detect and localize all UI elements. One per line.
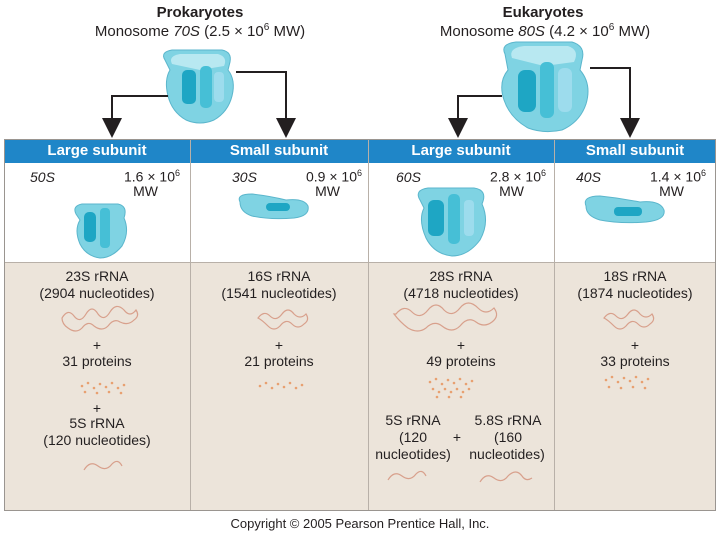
plus-sign: + — [92, 400, 102, 416]
rrna-strand-16s — [257, 309, 309, 330]
rrna-name-5-8s: 5.8S rRNA — [474, 412, 542, 428]
mw-value-30s: 0.9 × 106 MW — [305, 168, 362, 199]
mw-value-50s: 1.6 × 106 MW — [123, 168, 180, 199]
rrna-name-28s: 28S rRNA — [429, 268, 493, 284]
s-value-40s: 40S — [576, 169, 601, 185]
plus-sign: + — [452, 429, 462, 445]
col-divider-2 — [368, 139, 369, 511]
rrna-name-23s: 23S rRNA — [65, 268, 129, 284]
rrna-nt-5-8s-line2: nucleotides) — [469, 446, 545, 462]
col-title-large-euk: Large subunit — [411, 142, 511, 159]
protein-dots-21 — [258, 381, 304, 390]
subunit-illustrations — [74, 187, 665, 259]
arrow-to-large-euk — [448, 95, 502, 138]
s-value-30s: 30S — [232, 169, 257, 185]
col-title-small-prok: Small subunit — [229, 142, 329, 159]
monosome-70s-icon — [163, 49, 234, 124]
plus-sign: + — [456, 337, 466, 353]
copyright-notice: Copyright © 2005 Pearson Prentice Hall, … — [230, 516, 490, 531]
rrna-strand-5s-euk — [387, 470, 427, 481]
rrna-strand-18s — [603, 309, 655, 330]
rrna-nt-5-8s-line1: (160 — [493, 429, 523, 445]
rrna-name-16s: 16S rRNA — [247, 268, 311, 284]
rrna-nt-5s-euk-line1: (120 — [398, 429, 428, 445]
rrna-strand-5-8s — [479, 471, 533, 483]
rrna-nt-18s: (1874 nucleotides) — [577, 285, 693, 301]
rrna-strand-23s — [61, 305, 139, 332]
monosome-s-value: 70S — [173, 23, 200, 40]
rrna-strand-5s — [83, 460, 123, 471]
large-subunit-60s-icon — [417, 187, 486, 257]
rrna-strand-28s — [392, 302, 498, 332]
monosome-80s-icon — [501, 41, 589, 133]
arrow-to-large-prok — [102, 95, 168, 138]
rrna-name-5s: 5S rRNA — [69, 415, 125, 431]
rrna-nt-5s-euk-line2: nucleotides) — [375, 446, 451, 462]
proteins-21: 21 proteins — [244, 353, 314, 369]
protein-dots-31 — [80, 381, 126, 395]
rrna-nt-16s: (1541 nucleotides) — [221, 285, 337, 301]
large-subunit-50s-icon — [74, 203, 128, 259]
table-frame — [4, 139, 716, 511]
proteins-49: 49 proteins — [426, 353, 496, 369]
eukaryotes-title: Eukaryotes — [502, 4, 584, 21]
monosome-word: Monosome — [94, 23, 174, 40]
prokaryotes-title: Prokaryotes — [156, 4, 244, 21]
col-title-small-euk: Small subunit — [585, 142, 685, 159]
arrow-to-small-euk — [590, 67, 640, 138]
rrna-nt-5s: (120 nucleotides) — [43, 432, 151, 448]
col-title-large-prok: Large subunit — [47, 142, 147, 159]
monosome-mw-a: (2.5 × 10 — [204, 23, 264, 40]
protein-dots-49 — [428, 377, 474, 399]
rrna-name-18s: 18S rRNA — [603, 268, 667, 284]
protein-dots-33 — [604, 375, 650, 390]
eukaryotes-monosome-label: Monosome 80S (4.2 × 106 MW) — [400, 22, 690, 40]
monosome-s-value: 80S — [518, 23, 545, 40]
plus-sign: + — [274, 337, 284, 353]
monosome-word: Monosome — [439, 23, 519, 40]
monosome-mw-b: MW) — [269, 23, 306, 40]
col-divider-1 — [190, 139, 191, 511]
rrna-name-5s-euk: 5S rRNA — [385, 412, 441, 428]
monosome-mw-a: (4.2 × 10 — [549, 23, 609, 40]
composition-band — [4, 262, 716, 511]
mw-value-40s: 1.4 × 106 MW — [649, 168, 706, 199]
row-divider — [4, 262, 716, 263]
monosome-mw-exp: 6 — [608, 22, 615, 33]
monosome-mw-exp: 6 — [263, 22, 270, 33]
prokaryotes-monosome-label: Monosome 70S (2.5 × 106 MW) — [60, 22, 340, 40]
arrow-to-small-prok — [236, 71, 296, 138]
col-divider-3 — [554, 139, 555, 511]
column-header-bar — [4, 139, 716, 163]
top-illustrations — [102, 41, 640, 138]
small-subunit-40s-icon — [584, 195, 665, 224]
plus-sign: + — [630, 337, 640, 353]
s-value-50s: 50S — [30, 169, 55, 185]
small-subunit-30s-icon — [238, 193, 309, 220]
plus-sign: + — [92, 337, 102, 353]
proteins-33: 33 proteins — [600, 353, 670, 369]
rrna-nt-23s: (2904 nucleotides) — [39, 285, 155, 301]
proteins-31: 31 proteins — [62, 353, 132, 369]
rrna-nt-28s: (4718 nucleotides) — [403, 285, 519, 301]
s-value-60s: 60S — [396, 169, 421, 185]
monosome-mw-b: MW) — [614, 23, 651, 40]
mw-value-60s: 2.8 × 106 MW — [489, 168, 546, 199]
